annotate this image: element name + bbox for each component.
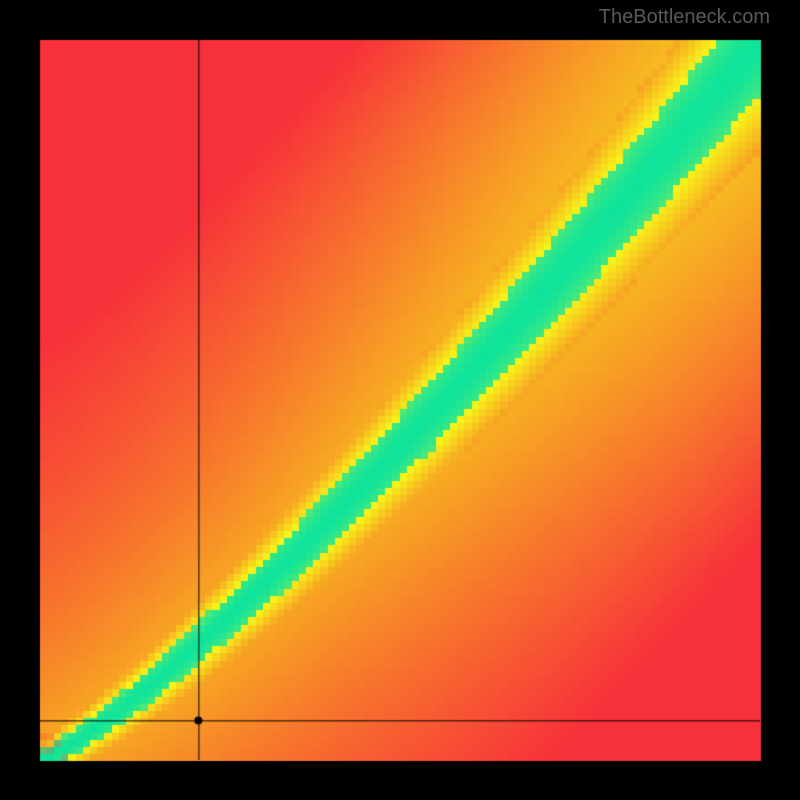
watermark-text: TheBottleneck.com xyxy=(599,6,770,29)
bottleneck-heatmap xyxy=(0,0,800,800)
